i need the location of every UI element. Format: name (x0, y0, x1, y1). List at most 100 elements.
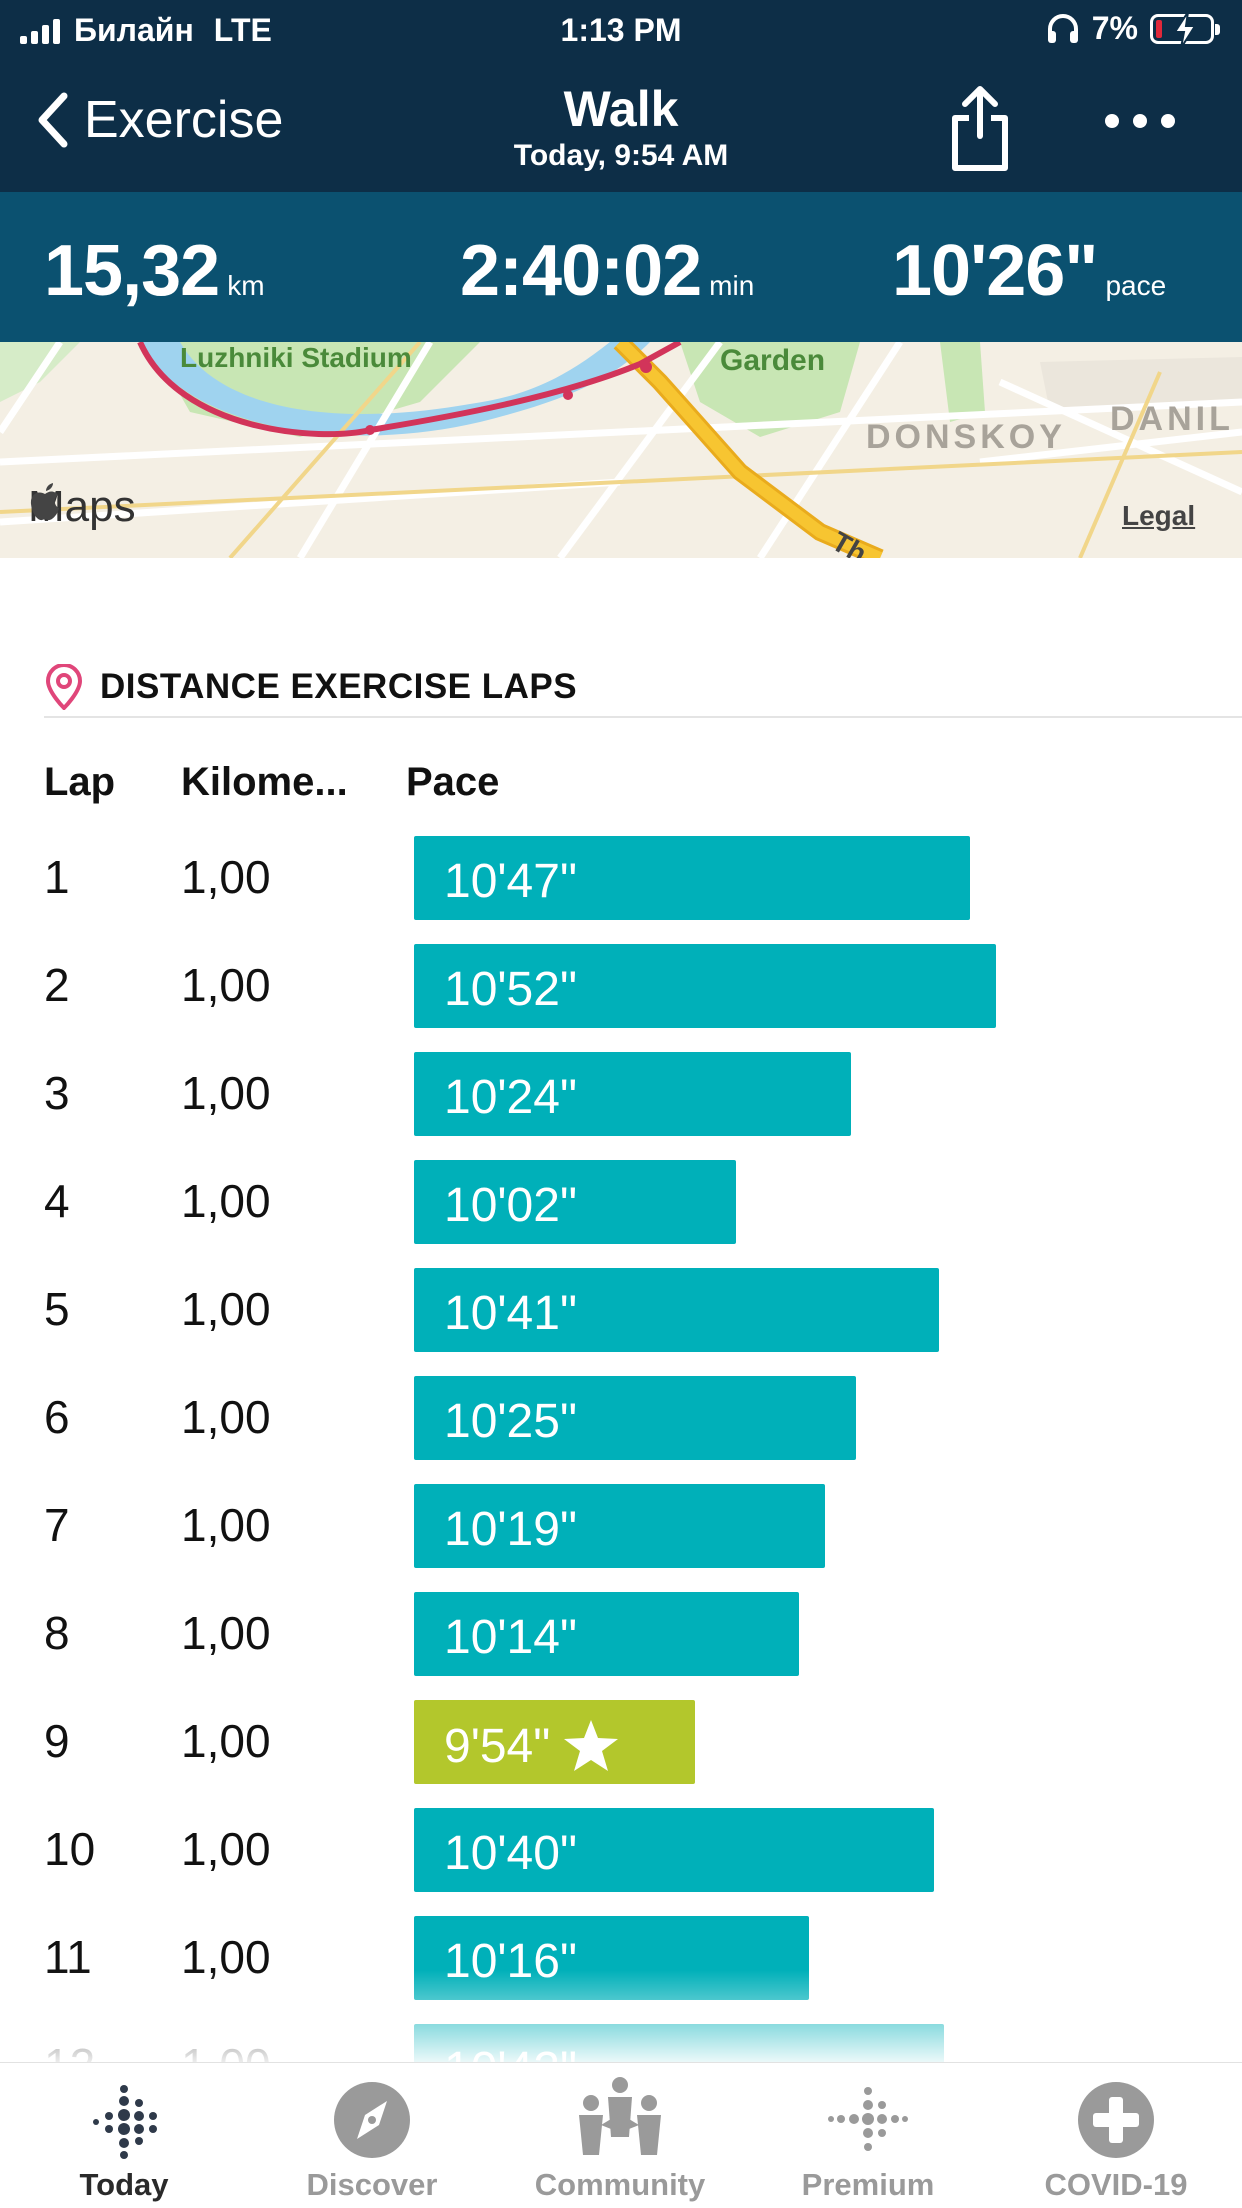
lap-pace-bar: 10'24" (414, 1052, 851, 1136)
pace-stat: 10'26" pace (892, 230, 1166, 312)
lap-pace: 10'40" (444, 1826, 577, 1881)
lap-pace-value: 10'25" (444, 1395, 577, 1448)
tab-premium-label: Premium (801, 2167, 935, 2202)
lap-row: 8 1,00 10'14" (0, 1582, 1242, 1690)
lap-pace-value: 9'54" (444, 1719, 551, 1773)
lap-distance: 1,00 (181, 1175, 271, 1227)
duration-value: 2:40:02 (460, 231, 702, 311)
lap-row: 1 1,00 10'47" (0, 826, 1242, 934)
navigation-bar: Exercise Walk Today, 9:54 AM (0, 62, 1242, 192)
page-subtitle: Today, 9:54 AM (513, 139, 729, 172)
lap-number: 5 (44, 1283, 70, 1335)
section-divider (44, 716, 1242, 718)
lap-row: 4 1,00 10'02" (0, 1150, 1242, 1258)
laps-section-title: DISTANCE EXERCISE LAPS (100, 667, 578, 706)
lap-pace: 10'14" (444, 1610, 577, 1665)
lap-pace-bar: 10'14" (414, 1592, 799, 1676)
route-map[interactable]: Luzhniki Stadium Garden DONSKOY DANIL Th… (0, 342, 1242, 558)
lap-row: 10 1,00 10'40" (0, 1798, 1242, 1906)
lap-pace: 10'24" (444, 1070, 577, 1125)
distance-stat: 15,32 km (44, 230, 265, 312)
lap-distance: 1,00 (181, 1499, 271, 1551)
lap-distance: 1,00 (181, 1715, 271, 1767)
tab-covid-19-label: COVID-19 (1044, 2167, 1188, 2202)
chevron-left-icon (38, 92, 68, 148)
lap-distance: 1,00 (181, 1067, 271, 1119)
status-left: Билайн LTE (20, 12, 272, 49)
lap-pace-bar: 10'19" (414, 1484, 825, 1568)
map-label-luzhniki: Luzhniki Stadium (180, 342, 412, 373)
lap-distance: 1,00 (181, 1391, 271, 1443)
battery-icon (1150, 10, 1220, 49)
lap-row: 7 1,00 10'19" (0, 1474, 1242, 1582)
tab-today[interactable]: Today (0, 2075, 248, 2203)
tab-today-label: Today (79, 2167, 169, 2202)
apple-maps-logo: Maps (28, 482, 136, 532)
lap-distance: 1,00 (181, 1283, 271, 1335)
distance-value: 15,32 (44, 231, 220, 311)
share-icon[interactable] (945, 84, 1015, 174)
tab-bar: Today Discover Community (0, 2062, 1242, 2208)
status-right: 7% (1046, 10, 1220, 49)
lap-pace: 9'54" (444, 1718, 620, 1774)
lap-number: 6 (44, 1391, 70, 1443)
lap-row: 6 1,00 10'25" (0, 1366, 1242, 1474)
pace-value: 10'26" (892, 231, 1098, 311)
charging-bolt-icon (1173, 10, 1197, 49)
column-header-lap: Lap (44, 760, 116, 804)
tab-premium[interactable]: Premium (744, 2075, 992, 2203)
more-options-button[interactable] (1105, 114, 1175, 128)
location-pin-icon (45, 664, 83, 710)
more-dot-icon (1105, 114, 1119, 128)
tab-community-label: Community (534, 2167, 706, 2202)
lap-pace: 10'52" (444, 962, 577, 1017)
star-icon (564, 1720, 619, 1771)
lap-number: 10 (44, 1823, 96, 1875)
more-dot-icon (1133, 114, 1147, 128)
lap-number: 4 (44, 1175, 70, 1227)
fitbit-dots-icon (93, 2085, 157, 2159)
map-label-garden: Garden (720, 344, 826, 377)
lap-distance: 1,00 (181, 1607, 271, 1659)
lap-pace-bar: 10'41" (414, 1268, 939, 1352)
back-button[interactable]: Exercise (34, 90, 283, 150)
lap-pace-value: 10'52" (444, 963, 577, 1016)
lap-distance: 1,00 (181, 1823, 271, 1875)
headphones-icon (1047, 13, 1078, 43)
laps-table: 1 1,00 10'47" 2 1,00 10'52" 3 1,00 10'24" 4 1,00 10… (0, 826, 1242, 2062)
lap-row: 9 1,00 9'54" (0, 1690, 1242, 1798)
exercise-summary: 15,32 km 2:40:02 min 10'26" pace (0, 192, 1242, 342)
lap-distance: 1,00 (181, 851, 271, 903)
map-label-danil: DANIL (1110, 400, 1234, 438)
lap-pace-value: 10'02" (444, 1179, 577, 1232)
tab-community[interactable]: Community (496, 2075, 744, 2203)
lap-pace: 10'25" (444, 1394, 577, 1449)
more-dot-icon (1161, 114, 1175, 128)
compass-icon (334, 2082, 410, 2158)
duration-stat: 2:40:02 min (460, 230, 754, 312)
lap-pace-bar: 10'25" (414, 1376, 856, 1460)
network-type: LTE (213, 12, 272, 48)
carrier-name: Билайн (74, 12, 194, 48)
lap-distance: 1,00 (181, 959, 271, 1011)
lap-number: 7 (44, 1499, 70, 1551)
lap-number: 8 (44, 1607, 70, 1659)
tab-discover[interactable]: Discover (248, 2075, 496, 2203)
laps-section-header: DISTANCE EXERCISE LAPS (44, 664, 577, 710)
nav-title-block: Walk Today, 9:54 AM (0, 80, 1242, 174)
lap-number: 2 (44, 959, 70, 1011)
lap-row: 3 1,00 10'24" (0, 1042, 1242, 1150)
column-header-distance: Kilome... (181, 760, 348, 804)
scroll-fade (0, 1970, 1242, 2062)
status-time: 1:13 PM (560, 12, 682, 48)
lap-row: 5 1,00 10'41" (0, 1258, 1242, 1366)
lap-pace-value: 10'41" (444, 1287, 577, 1340)
duration-unit: min (709, 270, 755, 301)
lap-pace-bar-best: 9'54" (414, 1700, 695, 1784)
legal-link[interactable]: Legal (1122, 500, 1196, 531)
tab-covid-19[interactable]: COVID-19 (992, 2075, 1240, 2203)
premium-dots-icon (828, 2087, 908, 2151)
lap-pace-bar: 10'40" (414, 1808, 934, 1892)
lap-pace-bar: 10'52" (414, 944, 996, 1028)
lap-pace-value: 10'24" (444, 1071, 577, 1124)
